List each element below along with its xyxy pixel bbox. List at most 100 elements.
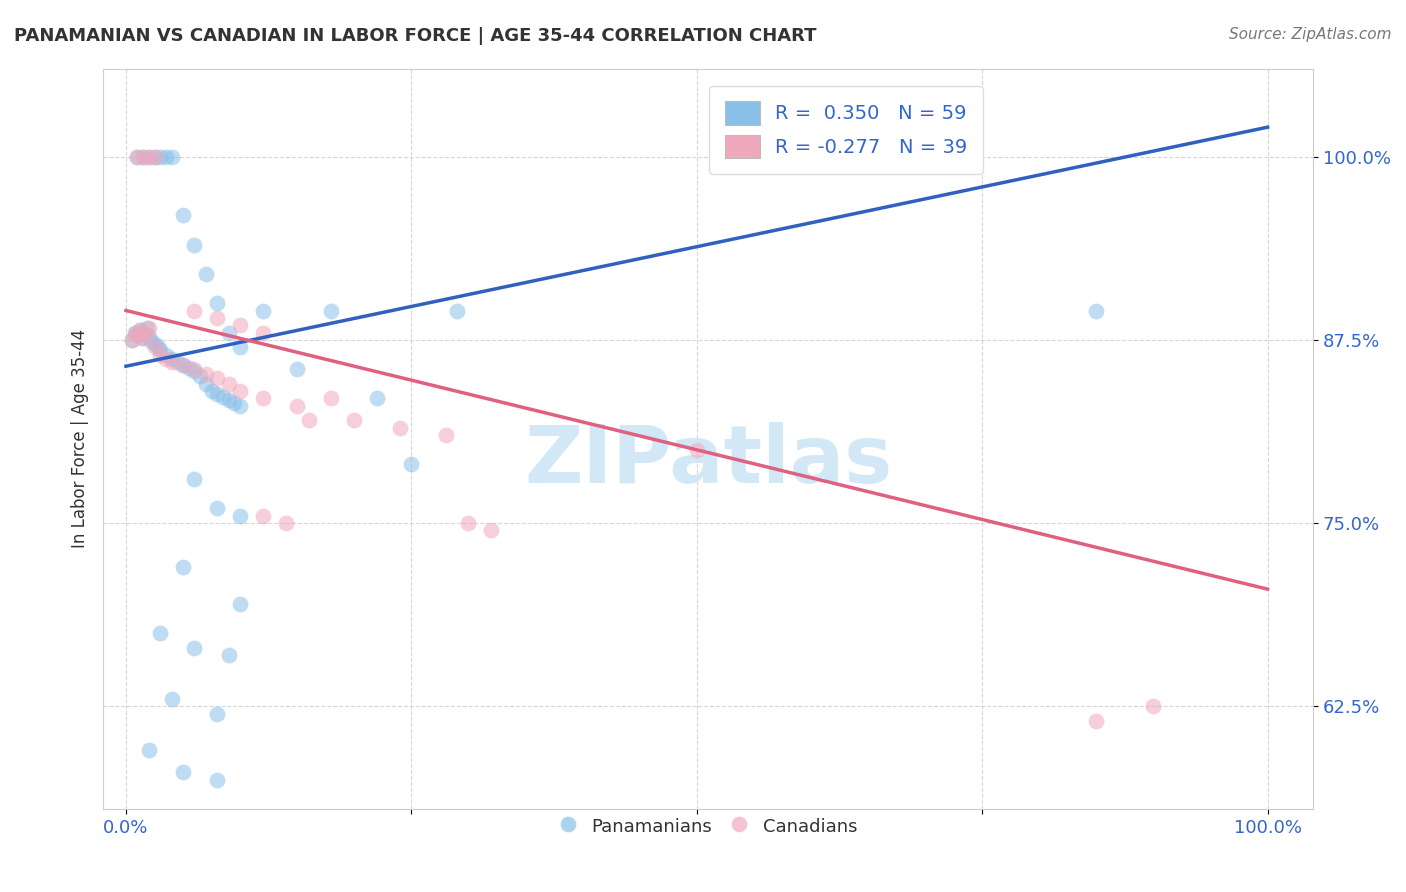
Point [194,267,217,281]
Point [252,508,274,523]
Point [160,355,183,369]
Point [285,399,308,413]
Point [149,149,172,163]
Point [212,390,235,404]
Point [229,508,252,523]
Point [160,351,183,366]
Text: ZIPatlas: ZIPatlas [524,422,893,500]
Point [207,772,229,787]
Point [343,413,366,427]
Point [127,328,149,343]
Point [218,376,240,391]
Point [207,310,229,325]
Legend: Panamanians, Canadians: Panamanians, Canadians [551,808,865,845]
Point [434,428,457,442]
Point [172,560,194,574]
Point [155,347,177,361]
Point [131,331,153,345]
Point [252,392,274,406]
Point [132,149,155,163]
Point [479,524,502,538]
Point [139,334,162,349]
Point [132,149,155,163]
Point [218,392,240,407]
Point [183,362,205,376]
Point [183,237,205,252]
Point [298,413,321,427]
Point [183,364,205,378]
Point [128,322,150,336]
Point [194,367,217,381]
Point [207,371,229,385]
Point [388,421,411,435]
Point [200,384,222,399]
Point [149,347,172,361]
Point [134,326,156,341]
Point [138,149,160,163]
Point [160,692,183,706]
Point [160,149,183,163]
Text: Source: ZipAtlas.com: Source: ZipAtlas.com [1229,27,1392,42]
Point [149,626,172,640]
Point [146,340,169,354]
Point [132,331,155,345]
Point [218,326,240,340]
Point [686,442,709,457]
Point [172,208,194,222]
Point [229,399,252,413]
Point [138,321,160,335]
Point [285,362,308,376]
Point [128,322,150,336]
Y-axis label: In Labor Force | Age 35-44: In Labor Force | Age 35-44 [72,329,89,549]
Point [124,326,146,340]
Point [229,340,252,354]
Point [135,321,157,335]
Point [366,392,388,406]
Point [138,149,160,163]
Point [127,149,149,163]
Point [229,597,252,611]
Point [183,472,205,486]
Point [172,358,194,372]
Point [401,458,423,472]
Point [252,326,274,340]
Point [321,392,343,406]
Point [207,296,229,310]
Point [207,706,229,721]
Point [1142,699,1164,714]
Point [143,149,166,163]
Point [143,337,166,351]
Point [183,640,205,655]
Point [274,516,297,530]
Point [143,340,166,354]
Point [207,387,229,401]
Point [188,369,211,384]
Point [138,330,160,344]
Point [149,343,172,357]
Point [155,149,177,163]
Point [252,303,274,318]
Point [124,326,146,340]
Point [218,648,240,662]
Point [224,396,246,410]
Point [121,333,143,347]
Text: PANAMANIAN VS CANADIAN IN LABOR FORCE | AGE 35-44 CORRELATION CHART: PANAMANIAN VS CANADIAN IN LABOR FORCE | … [14,27,817,45]
Point [143,149,166,163]
Point [172,358,194,372]
Point [127,328,149,343]
Point [166,355,188,369]
Point [207,501,229,516]
Point [1085,303,1108,318]
Point [172,765,194,780]
Point [135,326,157,341]
Point [446,303,468,318]
Point [1085,714,1108,728]
Point [177,360,200,375]
Point [183,303,205,318]
Point [229,318,252,333]
Point [229,384,252,399]
Point [138,743,160,757]
Point [121,333,143,347]
Point [321,303,343,318]
Point [127,149,149,163]
